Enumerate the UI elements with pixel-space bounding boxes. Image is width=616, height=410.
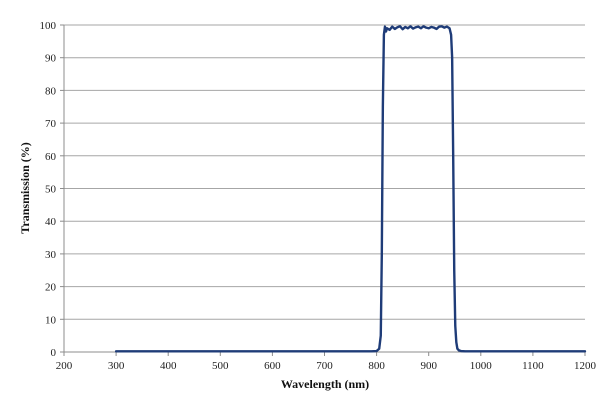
y-axis-title: Transmission (%) [18, 142, 32, 233]
x-axis-title: Wavelength (nm) [281, 377, 369, 391]
x-tick-label: 600 [264, 360, 281, 372]
grid [64, 24, 585, 320]
y-tick-label: 0 [51, 347, 57, 359]
y-tick-label: 30 [45, 249, 57, 261]
y-tick-label: 40 [45, 216, 57, 228]
x-tick-label: 1000 [470, 360, 493, 372]
x-tick-label: 800 [368, 360, 385, 372]
x-tick-label: 900 [420, 360, 437, 372]
tick-labels: 0 10 20 30 40 50 60 70 80 90 100 200 300 400 500 600 700… [40, 20, 597, 372]
transmission-series-line [114, 25, 587, 353]
x-tick-label: 300 [108, 360, 125, 372]
x-tick-label: 400 [160, 360, 177, 372]
y-tick-label: 10 [45, 314, 57, 326]
y-tick-label: 60 [45, 151, 57, 163]
y-tick-label: 90 [45, 53, 57, 65]
x-tick-label: 1200 [574, 360, 597, 372]
y-tick-label: 50 [45, 184, 57, 196]
x-tick-label: 200 [56, 360, 73, 372]
x-tick-label: 1100 [522, 360, 544, 372]
y-tick-label: 80 [45, 85, 57, 97]
axes [60, 24, 586, 356]
series-layer [114, 25, 587, 353]
x-tick-label: 500 [212, 360, 229, 372]
y-tick-label: 70 [45, 118, 57, 130]
x-tick-label: 700 [316, 360, 333, 372]
y-tick-label: 100 [40, 20, 57, 32]
y-tick-label: 20 [45, 282, 57, 294]
